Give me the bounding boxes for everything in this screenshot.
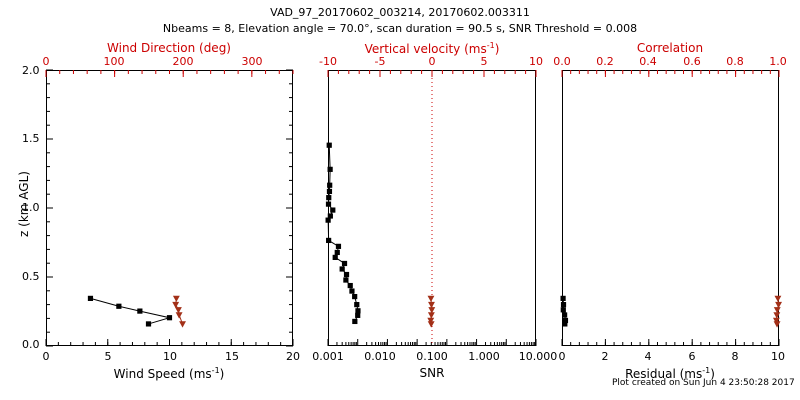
series-1 — [172, 295, 186, 328]
p3-top-tick-00: 0.0 — [553, 55, 571, 68]
series-1 — [772, 295, 783, 328]
p2-bot-tick-0001: 0.001 — [312, 350, 344, 363]
p1-bot-tick-10: 10 — [163, 350, 177, 363]
p2-bot-axis-label: SNR — [419, 366, 445, 380]
series-1 — [427, 295, 436, 328]
p2-top-tick-n10: -10 — [319, 55, 337, 68]
p1-top-tick-200: 200 — [172, 55, 194, 68]
y-tick-1-0: 1.0 — [22, 201, 40, 214]
p2-bot-tick-10000: 10.000 — [518, 350, 558, 363]
p3-top-tick-06: 0.6 — [683, 55, 701, 68]
p1-bot-axis-label-sup: -1 — [211, 366, 220, 375]
p3-bot-axis-label-post: ) — [710, 367, 715, 381]
p3-bot-tick-8: 8 — [731, 350, 739, 363]
p2-bot-tick-0010: 0.010 — [364, 350, 396, 363]
p3-bot-tick-2: 2 — [601, 350, 609, 363]
p3-bot-tick-10: 10 — [771, 350, 785, 363]
y-tick-1-5: 1.5 — [22, 132, 40, 145]
p1-bot-tick-5: 5 — [104, 350, 112, 363]
series-0 — [87, 295, 173, 327]
p1-bot-tick-20: 20 — [286, 350, 300, 363]
series-0 — [560, 295, 569, 327]
p2-top-tick-n5: -5 — [374, 55, 386, 68]
p3-top-tick-02: 0.2 — [596, 55, 614, 68]
p3-bot-tick-6: 6 — [688, 350, 696, 363]
p3-top-tick-04: 0.4 — [639, 55, 657, 68]
p1-bot-tick-0: 0 — [42, 350, 50, 363]
figure-footer: Plot created on Sun Jun 4 23:50:28 2017 — [612, 378, 795, 388]
p1-bot-axis-label-pre: Wind Speed (ms — [113, 367, 212, 381]
p2-top-tick-10: 10 — [529, 55, 543, 68]
p2-top-tick-5: 5 — [480, 55, 488, 68]
p3-bot-tick-4: 4 — [644, 350, 652, 363]
p2-bot-tick-1000: 1.000 — [468, 350, 500, 363]
panel-residual[interactable] — [562, 70, 779, 346]
p1-top-axis-label: Wind Direction (deg) — [107, 41, 231, 55]
y-tick-0-0: 0.0 — [22, 338, 40, 351]
series-0 — [325, 142, 361, 325]
p3-bot-axis-label-sup: -1 — [702, 366, 711, 375]
p1-top-tick-300: 300 — [241, 55, 263, 68]
p3-bot-axis-label-pre: Residual (ms — [625, 367, 703, 381]
p2-top-axis-label: Vertical velocity (ms-1) — [365, 41, 500, 56]
p3-top-tick-10: 1.0 — [769, 55, 787, 68]
p2-top-axis-label-post: ) — [494, 42, 500, 56]
p3-bot-axis-label: Residual (ms-1) — [625, 366, 715, 381]
p2-top-axis-label-sup: -1 — [486, 41, 495, 50]
p3-top-axis-label: Correlation — [636, 41, 704, 55]
p3-bot-tick-0: 0 — [558, 350, 566, 363]
p1-bot-axis-label-post: ) — [219, 367, 225, 381]
figure-title: VAD_97_20170602_003214, 20170602.003311 — [270, 6, 530, 19]
p1-top-tick-100: 100 — [103, 55, 125, 68]
p3-top-tick-08: 0.8 — [726, 55, 744, 68]
p1-bot-axis-label: Wind Speed (ms-1) — [114, 366, 225, 381]
p2-top-tick-0: 0 — [428, 55, 436, 68]
p1-top-tick-0: 0 — [42, 55, 50, 68]
p2-bot-tick-0100: 0.100 — [416, 350, 448, 363]
figure-subtitle: Nbeams = 8, Elevation angle = 70.0°, sca… — [162, 22, 638, 35]
p2-top-axis-label-pre: Vertical velocity (ms — [364, 42, 487, 56]
panel-wind-speed[interactable] — [46, 70, 293, 346]
y-tick-2-0: 2.0 — [22, 64, 40, 77]
p1-bot-tick-15: 15 — [225, 350, 239, 363]
y-tick-0-5: 0.5 — [22, 270, 40, 283]
